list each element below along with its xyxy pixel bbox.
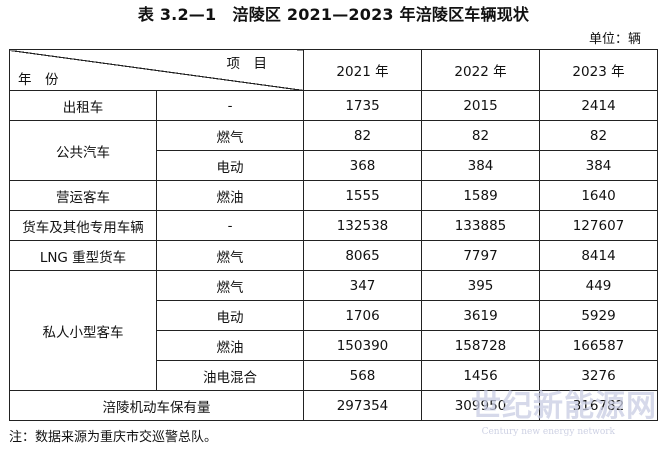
year-column-2023: 2023 年 — [539, 49, 658, 91]
row-type: 燃油 — [156, 180, 304, 211]
table-cell: 127607 — [539, 210, 658, 241]
table-total-row: 涪陵机动车保有量 297354 309950 316782 — [9, 390, 658, 421]
table-cell: 1640 — [539, 180, 658, 211]
vehicle-table: 项 目 年 份 2021 年 2022 年 2023 年 出租车 - 1735 … — [9, 49, 658, 421]
row-type: 燃气 — [156, 240, 304, 271]
table-cell: 449 — [539, 270, 658, 301]
table-cell: 82 — [303, 120, 422, 151]
total-label: 涪陵机动车保有量 — [9, 390, 304, 421]
table-cell: 5929 — [539, 300, 658, 331]
table-cell: 1706 — [303, 300, 422, 331]
table-cell: 1589 — [421, 180, 540, 211]
table-cell: 1456 — [421, 360, 540, 391]
year-header: 年 份 — [18, 72, 59, 88]
table-cell: 3276 — [539, 360, 658, 391]
table-cell: 8065 — [303, 240, 422, 271]
table-title: 表 3.2—1 涪陵区 2021—2023 年涪陵区车辆现状 — [137, 5, 530, 24]
table-cell: 3619 — [421, 300, 540, 331]
row-type: 燃油 — [156, 330, 304, 361]
table-row: 货车及其他专用车辆 - 132538 133885 127607 — [9, 210, 658, 241]
year-column-2022: 2022 年 — [421, 49, 540, 91]
table-cell: 133885 — [421, 210, 540, 241]
item-header: 项 目 — [226, 56, 268, 72]
table-cell: 1555 — [303, 180, 422, 211]
table-cell: 568 — [303, 360, 422, 391]
table-cell: 368 — [303, 150, 422, 181]
table-cell: 384 — [421, 150, 540, 181]
table-row: LNG 重型货车 燃气 8065 7797 8414 — [9, 240, 658, 271]
row-category: 出租车 — [9, 90, 157, 121]
table-header-row: 项 目 年 份 2021 年 2022 年 2023 年 — [9, 49, 658, 91]
table-row: 出租车 - 1735 2015 2414 — [9, 90, 658, 121]
row-type: - — [156, 90, 304, 121]
table-row: 油电混合 568 1456 3276 — [10, 360, 658, 391]
table-cell: 166587 — [539, 330, 658, 361]
row-type: - — [156, 210, 304, 241]
table-cell: 395 — [421, 270, 540, 301]
table-row: 私人小型客车 燃气 347 395 449 — [9, 270, 658, 391]
row-category: LNG 重型货车 — [9, 240, 157, 271]
table-row: 营运客车 燃油 1555 1589 1640 — [9, 180, 658, 211]
table-cell: 150390 — [303, 330, 422, 361]
row-category: 营运客车 — [9, 180, 157, 211]
table-row: 电动 368 384 384 — [10, 150, 658, 181]
table-cell: 8414 — [539, 240, 658, 271]
table-cell: 316782 — [539, 390, 658, 421]
table-cell: 2015 — [421, 90, 540, 121]
table-cell: 347 — [303, 270, 422, 301]
diagonal-header-cell: 项 目 年 份 — [9, 49, 304, 91]
row-type: 燃气 — [156, 120, 304, 151]
table-cell: 297354 — [303, 390, 422, 421]
table-row: 公共汽车 燃气 82 82 82 — [9, 120, 658, 181]
source-note: 注：数据来源为重庆市交巡警总队。 — [9, 430, 218, 445]
year-column-2021: 2021 年 — [303, 49, 422, 91]
row-category: 货车及其他专用车辆 — [9, 210, 157, 241]
table-cell: 132538 — [303, 210, 422, 241]
table-cell: 2414 — [539, 90, 658, 121]
table-cell: 82 — [421, 120, 540, 151]
table-cell: 158728 — [421, 330, 540, 361]
table-row: 电动 1706 3619 5929 — [10, 300, 658, 331]
table-cell: 82 — [539, 120, 658, 151]
row-type: 电动 — [156, 300, 304, 331]
row-category: 私人小型客车 — [9, 270, 157, 391]
table-cell: 7797 — [421, 240, 540, 271]
table-cell: 309950 — [421, 390, 540, 421]
unit-label: 单位：辆 — [588, 32, 641, 47]
row-type: 油电混合 — [156, 360, 304, 391]
watermark-subtitle: Century new energy network — [481, 427, 615, 437]
table-cell: 384 — [539, 150, 658, 181]
row-type: 电动 — [156, 150, 304, 181]
row-type: 燃气 — [156, 270, 304, 301]
row-category: 公共汽车 — [9, 120, 157, 181]
table-row: 燃油 150390 158728 166587 — [10, 330, 658, 361]
table-cell: 1735 — [303, 90, 422, 121]
